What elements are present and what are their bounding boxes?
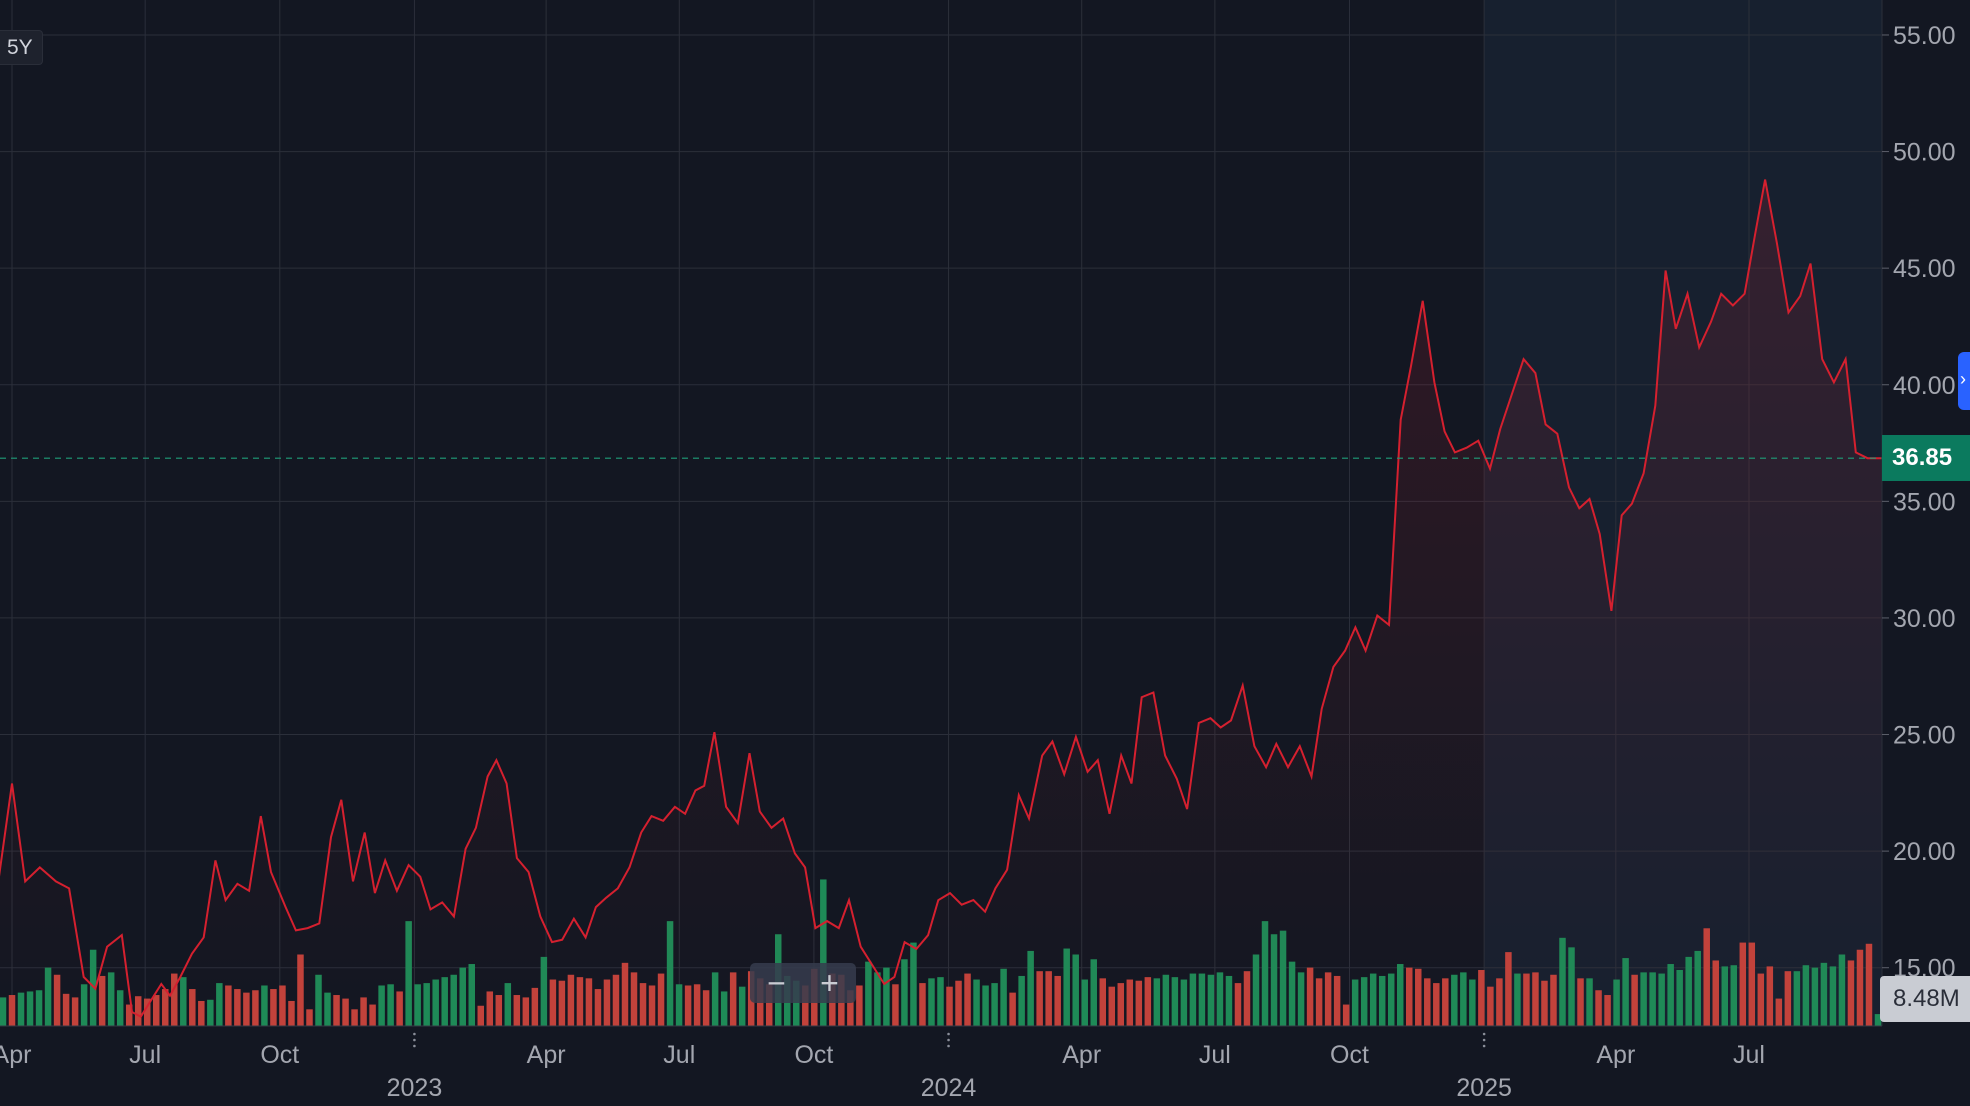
chevron-right-icon: ›: [1960, 369, 1966, 389]
year-marker: [947, 1038, 950, 1042]
price-tick-label: 45.00: [1893, 255, 1956, 283]
year-marker: [947, 1044, 950, 1048]
price-axis[interactable]: 55.00 50.00 45.00 40.00 35.00 30.00 25.00 20.00…: [1881, 0, 1956, 1026]
month-tick-label: Apr: [1062, 1041, 1101, 1069]
last-price-badge: 36.85: [1882, 435, 1970, 482]
price-area: [0, 179, 1882, 1026]
month-tick-label: Apr: [0, 1041, 31, 1069]
year-tick-label: 2025: [1456, 1074, 1512, 1102]
month-tick-label: Oct: [794, 1041, 833, 1069]
month-tick-label: Jul: [663, 1041, 695, 1069]
year-marker: [1482, 1038, 1486, 1042]
year-marker: [1482, 1032, 1486, 1036]
zoom-in-button[interactable]: +: [820, 965, 839, 1001]
range-button[interactable]: 5Y: [0, 30, 43, 65]
time-axis[interactable]: Apr Jul Oct Apr Jul Oct Apr Jul Oct Apr Jul 2023 202…: [0, 1025, 1882, 1102]
price-tick-label: 40.00: [1893, 372, 1956, 400]
price-tick-label: 55.00: [1893, 22, 1956, 50]
price-tick-label: 35.00: [1893, 488, 1956, 516]
year-marker: [1482, 1044, 1486, 1048]
volume-bar: [134, 996, 142, 1026]
year-marker: [947, 1032, 950, 1036]
price-tick-label: 20.00: [1893, 838, 1956, 866]
month-tick-label: Jul: [1733, 1041, 1765, 1069]
month-tick-label: Jul: [1199, 1041, 1231, 1069]
price-tick-label: 50.00: [1893, 139, 1956, 167]
month-tick-label: Oct: [260, 1041, 299, 1069]
price-tick-label: 30.00: [1893, 605, 1956, 633]
year-tick-label: 2024: [921, 1074, 977, 1102]
price-tick-label: 25.00: [1893, 722, 1956, 750]
year-marker: [413, 1044, 416, 1048]
scroll-right-handle[interactable]: ›: [1958, 352, 1970, 410]
month-tick-label: Apr: [527, 1041, 566, 1069]
last-volume-badge: 8.48M: [1880, 976, 1970, 1022]
year-marker: [413, 1038, 416, 1042]
month-tick-label: Apr: [1596, 1041, 1635, 1069]
zoom-out-button[interactable]: −: [767, 965, 786, 1001]
price-line: [0, 179, 1882, 1019]
year-marker: [413, 1032, 416, 1036]
month-tick-label: Oct: [1330, 1041, 1369, 1069]
year-tick-label: 2023: [387, 1074, 443, 1102]
zoom-controls: − +: [750, 963, 856, 1003]
month-tick-label: Jul: [129, 1041, 161, 1069]
